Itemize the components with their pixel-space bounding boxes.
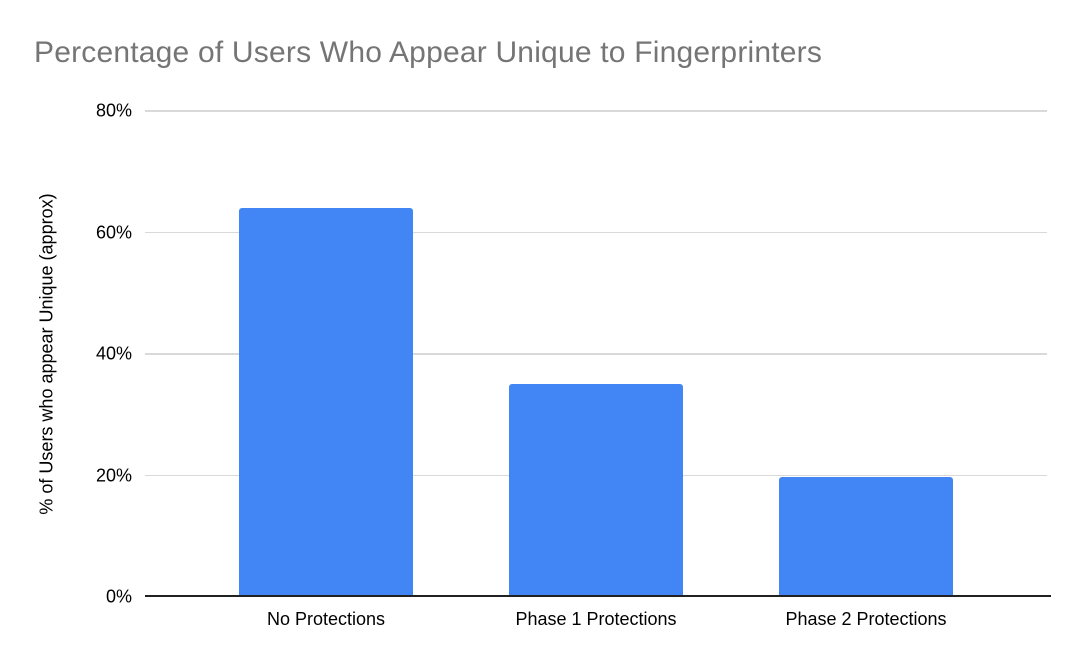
x-category-label: No Protections xyxy=(266,609,386,629)
gridline xyxy=(145,353,1047,355)
chart-title: Percentage of Users Who Appear Unique to… xyxy=(34,36,823,69)
bar-no-protections xyxy=(239,208,413,597)
x-category-label: Phase 1 Protections xyxy=(515,609,677,629)
y-tick-label: 0% xyxy=(105,586,132,607)
plot-area xyxy=(145,110,1051,597)
y-tick-label: 60% xyxy=(95,222,132,242)
bar-phase-2-protections xyxy=(779,476,953,597)
x-category-label: Phase 2 Protections xyxy=(785,609,947,629)
y-tick-label: 40% xyxy=(95,343,132,364)
gridline xyxy=(145,231,1047,234)
x-axis-baseline xyxy=(145,595,1051,597)
bar-phase-1-protections xyxy=(509,384,683,597)
y-tick-label: 20% xyxy=(95,465,132,485)
gridline xyxy=(145,110,1047,112)
y-tick-label: 80% xyxy=(95,100,132,121)
